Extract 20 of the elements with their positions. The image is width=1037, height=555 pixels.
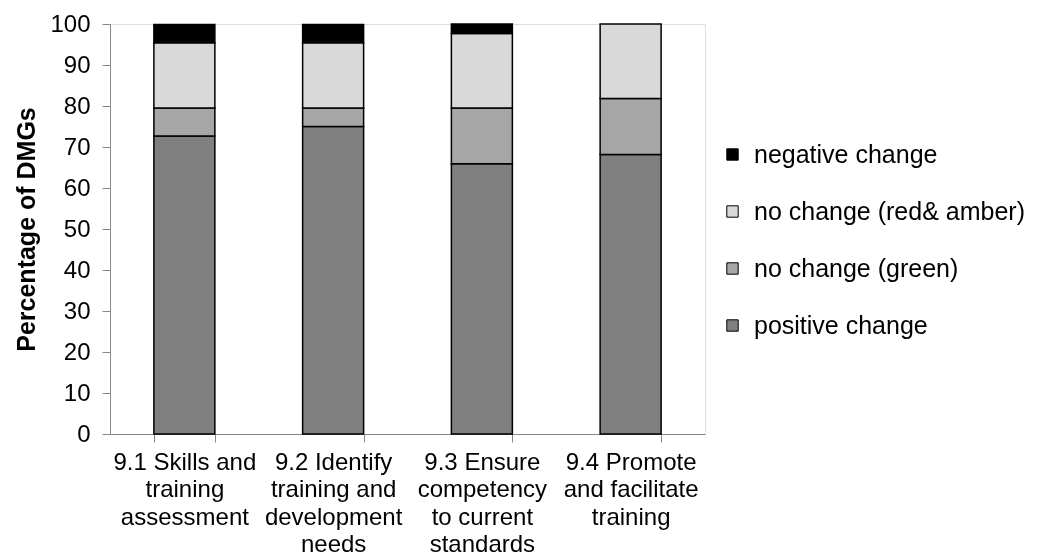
legend-label: no change (red& amber): [754, 196, 1025, 225]
y-tick-label: 40: [63, 255, 91, 283]
y-tick-label: 70: [63, 132, 91, 160]
y-tick-label: 60: [63, 173, 91, 201]
x-tick-label: 9.1 Skills and training assessment: [113, 447, 257, 530]
y-tick-label: 0: [77, 419, 91, 447]
legend-label: negative change: [754, 139, 938, 168]
y-tick-label: 80: [63, 91, 91, 119]
y-tick-label: 10: [63, 378, 91, 406]
y-tick-label: 100: [50, 9, 91, 37]
y-tick-label: 30: [63, 296, 91, 324]
legend-label: positive change: [754, 310, 928, 339]
y-tick-label: 90: [63, 50, 91, 78]
y-tick-label: 50: [63, 214, 91, 242]
x-tick-label: 9.3 Ensure competency to current standards: [417, 447, 548, 555]
x-tick-label: 9.2 Identify training and development needs: [264, 447, 403, 555]
legend-label: no change (green): [754, 253, 959, 282]
y-axis-title: Percentage of DMGs: [12, 107, 41, 352]
y-tick-label: 20: [63, 337, 91, 365]
x-tick-label: 9.4 Promote and facilitate training: [563, 447, 699, 530]
